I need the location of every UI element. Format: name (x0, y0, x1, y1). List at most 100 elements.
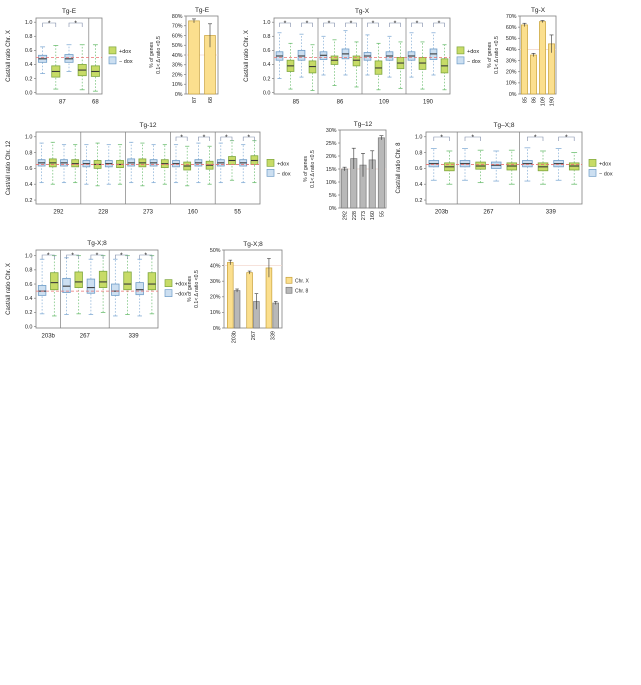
axis-title: % of genes (303, 156, 309, 182)
y-tick-label: 40% (210, 263, 221, 269)
sig-star: * (203, 135, 206, 142)
y-tick-label: 0.0 (263, 90, 271, 96)
legend-label: +dox (467, 49, 479, 55)
group-label: 273 (143, 210, 154, 216)
group-label: 87 (59, 100, 66, 106)
box (147, 272, 157, 291)
y-tick-label: 0.8 (25, 150, 33, 156)
bar (341, 168, 349, 209)
plot-border (35, 131, 261, 205)
panel-g-boxplot: Tg–X;8 Cast/all ratio Chr. 8 0.2 0.4 0.6 0.8 1… (392, 116, 638, 228)
sig-bracket (198, 136, 210, 141)
y-tick-label: 0.4 (415, 182, 423, 188)
sig-bracket (323, 22, 335, 27)
y-tick-label: 80% (172, 14, 183, 20)
sig-star: * (48, 21, 51, 28)
legend-swatch (285, 286, 293, 294)
sig-bracket (389, 22, 401, 27)
y-tick-label: 25% (326, 141, 337, 147)
sig-star: * (120, 253, 123, 260)
y-tick-label: 10% (210, 310, 221, 316)
bar (272, 302, 279, 329)
bar (227, 262, 234, 329)
chart-title: Tg-E (62, 8, 77, 15)
y-tick-label: 15% (326, 167, 337, 173)
bar (521, 24, 528, 95)
y-tick-label: 1.0 (263, 20, 271, 26)
bar (246, 272, 253, 329)
x-tick-label: 190 (550, 97, 556, 106)
panel-b-barchart: Tg-E % of genes 0.1< Δ ratio <0.5 0% 10% 20% 3… (148, 2, 228, 113)
group-label: 68 (92, 100, 99, 106)
panel-f-barchart: Tg–12 % of genes 0.1< Δ ratio <0.5 0% 5% 10% 1… (302, 116, 388, 228)
x-tick-label: 267 (251, 331, 257, 340)
sig-bracket (175, 136, 188, 141)
chart-title: Tg–12 (354, 121, 373, 128)
sig-star: * (71, 253, 74, 260)
sig-star: * (440, 135, 443, 142)
sig-star: * (144, 253, 147, 260)
legend-swatch (266, 169, 275, 177)
legend-swatch (456, 56, 465, 65)
panel-a-boxplot: Tg-E Cast/all ratio Chr. X 0.0 0.2 0.4 0.6 0.8… (2, 2, 146, 113)
legend-swatch (266, 159, 275, 167)
sig-star: * (438, 21, 441, 28)
y-tick-label: 30% (326, 128, 337, 134)
legend-label: +dox (175, 282, 187, 288)
sig-star: * (180, 135, 183, 142)
y-tick-label: 20% (506, 70, 517, 76)
bar (377, 137, 385, 209)
legend-swatch (588, 169, 597, 177)
axis-title: 0.1< Δ ratio <0.5 (310, 150, 316, 188)
box (111, 283, 120, 296)
y-tick-label: 5% (329, 193, 337, 199)
group-label: 292 (53, 210, 64, 216)
chart-title: Tg–X;8 (494, 122, 515, 129)
y-tick-label: 10% (172, 82, 183, 88)
y-tick-label: 0.0 (25, 324, 33, 330)
legend-label: +dox (599, 161, 611, 167)
x-tick-label: 55 (379, 211, 385, 217)
sig-star: * (96, 253, 99, 260)
chart-title: Tg-X;8 (243, 241, 263, 248)
box (74, 271, 83, 288)
sig-bracket (139, 254, 153, 259)
box (62, 277, 71, 293)
y-tick-label: 20% (210, 295, 221, 301)
group-label: 190 (423, 100, 434, 106)
box (123, 271, 132, 291)
y-tick-label: 20% (172, 72, 183, 78)
sig-bracket (411, 22, 423, 27)
x-tick-label: 228 (352, 211, 358, 220)
panel-d-barchart: Tg-X % of genes 0.1< Δ ratio <0.5 0% 10% 20% 3… (486, 2, 570, 113)
axis-title: Cast/all ratio Chr. X (6, 30, 12, 82)
legend-swatch (456, 46, 465, 55)
sig-bracket (220, 136, 233, 141)
sig-star: * (328, 21, 331, 28)
panel-c-boxplot: Tg-X Cast/all ratio Chr. X 0.0 0.2 0.4 0.6 0.8… (240, 2, 481, 113)
group-label: 86 (337, 100, 344, 106)
y-tick-label: 60% (506, 25, 517, 31)
sig-star: * (225, 135, 228, 142)
group-label: 55 (234, 210, 241, 216)
legend-swatch (588, 159, 597, 167)
y-tick-label: 0.6 (25, 166, 33, 172)
x-tick-label: 68 (208, 97, 214, 103)
y-tick-label: 0.8 (415, 150, 423, 156)
y-tick-label: 1.0 (25, 135, 33, 141)
sig-bracket (42, 22, 57, 27)
y-tick-label: 1.0 (415, 135, 423, 141)
y-tick-label: 60% (172, 33, 183, 39)
axis-title: % of genes (487, 42, 493, 68)
y-tick-label: 0.8 (25, 34, 33, 40)
chart-title: Tg-12 (140, 122, 157, 129)
y-tick-label: 0.4 (25, 296, 33, 302)
y-tick-label: 20% (326, 154, 337, 160)
axis-title: 0.1< Δ ratio <0.5 (494, 36, 500, 74)
y-tick-label: 50% (506, 36, 517, 42)
sig-star: * (350, 21, 353, 28)
bar (233, 290, 241, 329)
panel-c-boxplot-svg: Tg-X Cast/all ratio Chr. X 0.0 0.2 0.4 0.6 0.8… (244, 8, 481, 106)
y-tick-label: 0.2 (25, 198, 33, 204)
